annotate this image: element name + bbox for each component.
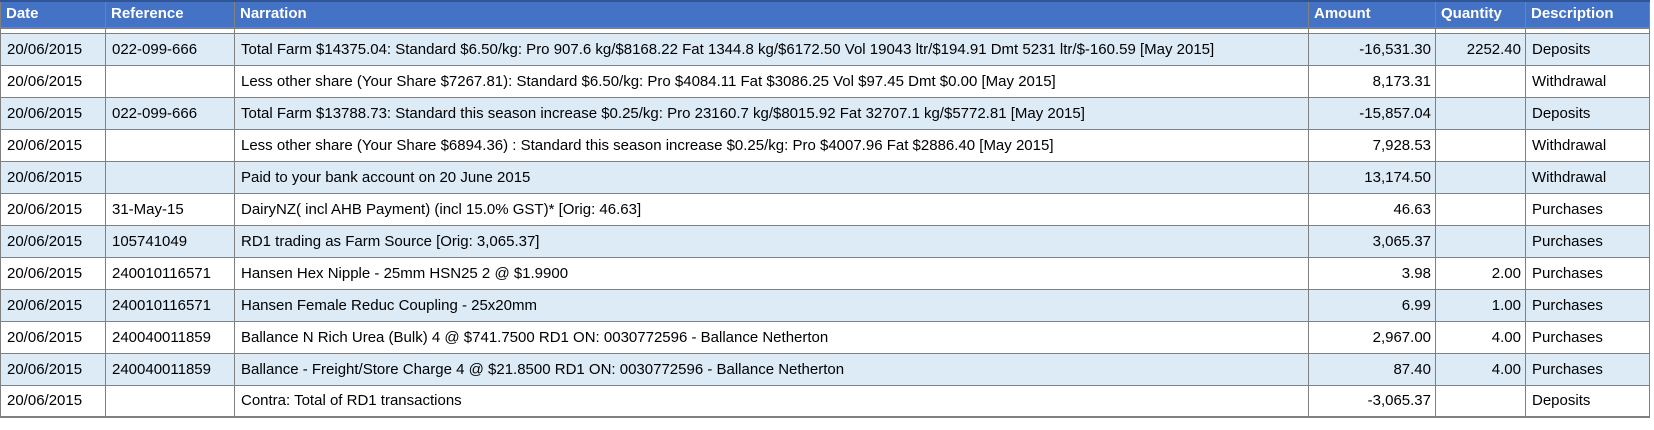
table-header: Date Reference Narration Amount Quantity… bbox=[0, 0, 1650, 34]
cell-date[interactable]: 20/06/2015 bbox=[0, 128, 106, 162]
cell-date[interactable]: 20/06/2015 bbox=[0, 224, 106, 258]
table-row: 20/06/2015 240010116571 Hansen Hex Nipple … bbox=[0, 256, 1650, 290]
table-row: 20/06/2015 Paid to your bank account on 2… bbox=[0, 160, 1650, 194]
cell-amount[interactable]: 8,173.31 bbox=[1308, 64, 1436, 98]
cell-quantity[interactable]: 2.00 bbox=[1435, 256, 1526, 290]
cell-reference[interactable] bbox=[105, 64, 235, 98]
cell-date[interactable]: 20/06/2015 bbox=[0, 384, 106, 418]
cell-quantity[interactable] bbox=[1435, 192, 1526, 226]
table-body: 20/06/2015 022-099-666 Total Farm $14375.0… bbox=[0, 32, 1650, 418]
cell-quantity[interactable] bbox=[1435, 384, 1526, 418]
cell-narration[interactable]: Hansen Female Reduc Coupling - 25x20mm bbox=[234, 288, 1309, 322]
cell-narration[interactable]: Contra: Total of RD1 transactions bbox=[234, 384, 1309, 418]
cell-quantity[interactable]: 2252.40 bbox=[1435, 32, 1526, 66]
cell-amount[interactable]: 3.98 bbox=[1308, 256, 1436, 290]
column-header-narration[interactable]: Narration bbox=[234, 0, 1309, 29]
cell-quantity[interactable] bbox=[1435, 224, 1526, 258]
cell-date[interactable]: 20/06/2015 bbox=[0, 64, 106, 98]
cell-description[interactable]: Purchases bbox=[1525, 192, 1650, 226]
cell-reference[interactable]: 240010116571 bbox=[105, 256, 235, 290]
cell-narration[interactable]: Hansen Hex Nipple - 25mm HSN25 2 @ $1.99… bbox=[234, 256, 1309, 290]
cell-reference[interactable]: 240010116571 bbox=[105, 288, 235, 322]
cell-description[interactable]: Deposits bbox=[1525, 32, 1650, 66]
cell-date[interactable]: 20/06/2015 bbox=[0, 320, 106, 354]
cell-date[interactable]: 20/06/2015 bbox=[0, 96, 106, 130]
table-row: 20/06/2015 022-099-666 Total Farm $13788.7… bbox=[0, 96, 1650, 130]
table-row: 20/06/2015 240010116571 Hansen Female Redu… bbox=[0, 288, 1650, 322]
cell-amount[interactable]: 2,967.00 bbox=[1308, 320, 1436, 354]
cell-description[interactable]: Deposits bbox=[1525, 96, 1650, 130]
cell-quantity[interactable] bbox=[1435, 128, 1526, 162]
cell-reference[interactable]: 022-099-666 bbox=[105, 32, 235, 66]
cell-amount[interactable]: -16,531.30 bbox=[1308, 32, 1436, 66]
cell-description[interactable]: Withdrawal bbox=[1525, 64, 1650, 98]
cell-amount[interactable]: -15,857.04 bbox=[1308, 96, 1436, 130]
cell-narration[interactable]: Less other share (Your Share $7267.81): … bbox=[234, 64, 1309, 98]
cell-date[interactable]: 20/06/2015 bbox=[0, 32, 106, 66]
cell-reference[interactable]: 240040011859 bbox=[105, 320, 235, 354]
cell-reference[interactable] bbox=[105, 384, 235, 418]
cell-quantity[interactable]: 4.00 bbox=[1435, 352, 1526, 386]
cell-amount[interactable]: 13,174.50 bbox=[1308, 160, 1436, 194]
cell-reference[interactable]: 105741049 bbox=[105, 224, 235, 258]
column-header-date[interactable]: Date bbox=[0, 0, 106, 29]
cell-reference[interactable]: 022-099-666 bbox=[105, 96, 235, 130]
cell-reference[interactable] bbox=[105, 128, 235, 162]
cell-description[interactable]: Withdrawal bbox=[1525, 160, 1650, 194]
table-row: 20/06/2015 240040011859 Ballance N Rich Ur… bbox=[0, 320, 1650, 354]
cell-description[interactable]: Purchases bbox=[1525, 352, 1650, 386]
cell-amount[interactable]: 87.40 bbox=[1308, 352, 1436, 386]
table-row: 20/06/2015 Less other share (Your Share $… bbox=[0, 128, 1650, 162]
cell-date[interactable]: 20/06/2015 bbox=[0, 256, 106, 290]
cell-narration[interactable]: Less other share (Your Share $6894.36) :… bbox=[234, 128, 1309, 162]
cell-description[interactable]: Deposits bbox=[1525, 384, 1650, 418]
cell-date[interactable]: 20/06/2015 bbox=[0, 160, 106, 194]
cell-date[interactable]: 20/06/2015 bbox=[0, 352, 106, 386]
cell-description[interactable]: Purchases bbox=[1525, 288, 1650, 322]
cell-quantity[interactable]: 4.00 bbox=[1435, 320, 1526, 354]
table-row: 20/06/2015 31-May-15 DairyNZ( incl AHB Pay… bbox=[0, 192, 1650, 226]
table-row: 20/06/2015 240040011859 Ballance - Freight… bbox=[0, 352, 1650, 386]
cell-amount[interactable]: -3,065.37 bbox=[1308, 384, 1436, 418]
cell-narration[interactable]: Ballance - Freight/Store Charge 4 @ $21.… bbox=[234, 352, 1309, 386]
cell-description[interactable]: Purchases bbox=[1525, 320, 1650, 354]
cell-description[interactable]: Withdrawal bbox=[1525, 128, 1650, 162]
cell-description[interactable]: Purchases bbox=[1525, 256, 1650, 290]
cell-amount[interactable]: 46.63 bbox=[1308, 192, 1436, 226]
table-row: 20/06/2015 Less other share (Your Share $… bbox=[0, 64, 1650, 98]
table-row: 20/06/2015 022-099-666 Total Farm $14375.0… bbox=[0, 32, 1650, 66]
column-header-description[interactable]: Description bbox=[1525, 0, 1650, 29]
cell-amount[interactable]: 7,928.53 bbox=[1308, 128, 1436, 162]
cell-narration[interactable]: Paid to your bank account on 20 June 201… bbox=[234, 160, 1309, 194]
column-header-quantity[interactable]: Quantity bbox=[1435, 0, 1526, 29]
cell-quantity[interactable]: 1.00 bbox=[1435, 288, 1526, 322]
cell-amount[interactable]: 3,065.37 bbox=[1308, 224, 1436, 258]
header-row: Date Reference Narration Amount Quantity… bbox=[0, 0, 1650, 29]
table-row: 20/06/2015 Contra: Total of RD1 transacti… bbox=[0, 384, 1650, 418]
column-header-amount[interactable]: Amount bbox=[1308, 0, 1436, 29]
column-header-reference[interactable]: Reference bbox=[105, 0, 235, 29]
cell-narration[interactable]: Total Farm $14375.04: Standard $6.50/kg:… bbox=[234, 32, 1309, 66]
cell-reference[interactable]: 31-May-15 bbox=[105, 192, 235, 226]
cell-description[interactable]: Purchases bbox=[1525, 224, 1650, 258]
cell-reference[interactable]: 240040011859 bbox=[105, 352, 235, 386]
table-row: 20/06/2015 105741049 RD1 trading as Farm S… bbox=[0, 224, 1650, 258]
cell-date[interactable]: 20/06/2015 bbox=[0, 192, 106, 226]
cell-quantity[interactable] bbox=[1435, 160, 1526, 194]
cell-narration[interactable]: RD1 trading as Farm Source [Orig: 3,065.… bbox=[234, 224, 1309, 258]
cell-reference[interactable] bbox=[105, 160, 235, 194]
transactions-table: Date Reference Narration Amount Quantity… bbox=[0, 0, 1650, 418]
cell-narration[interactable]: DairyNZ( incl AHB Payment) (incl 15.0% G… bbox=[234, 192, 1309, 226]
cell-amount[interactable]: 6.99 bbox=[1308, 288, 1436, 322]
cell-date[interactable]: 20/06/2015 bbox=[0, 288, 106, 322]
cell-narration[interactable]: Ballance N Rich Urea (Bulk) 4 @ $741.750… bbox=[234, 320, 1309, 354]
cell-quantity[interactable] bbox=[1435, 64, 1526, 98]
cell-quantity[interactable] bbox=[1435, 96, 1526, 130]
cell-narration[interactable]: Total Farm $13788.73: Standard this seas… bbox=[234, 96, 1309, 130]
